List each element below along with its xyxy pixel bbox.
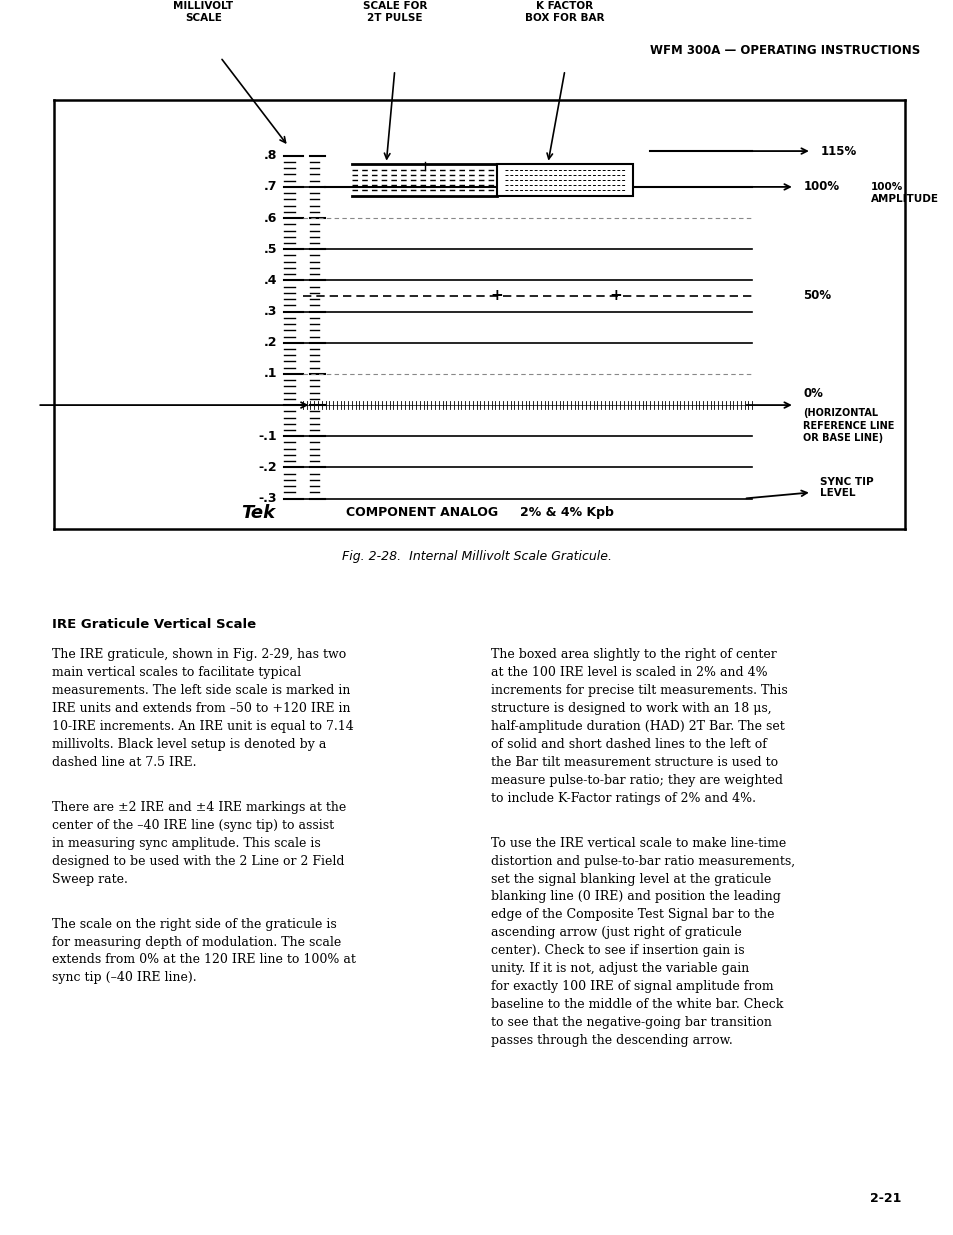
Text: dashed line at 7.5 IRE.: dashed line at 7.5 IRE.: [52, 756, 196, 769]
Text: Fig. 2-28.  Internal Millivolt Scale Graticule.: Fig. 2-28. Internal Millivolt Scale Grat…: [341, 550, 612, 563]
Text: +: +: [490, 289, 503, 304]
Text: -.1: -.1: [258, 430, 277, 443]
Text: to see that the negative-going bar transition: to see that the negative-going bar trans…: [491, 1016, 771, 1029]
Text: MILLIVOLT
SCALE: MILLIVOLT SCALE: [173, 1, 233, 23]
Text: Tek: Tek: [241, 504, 275, 521]
Text: in measuring sync amplitude. This scale is: in measuring sync amplitude. This scale …: [52, 837, 321, 850]
Text: IRE Graticule Vertical Scale: IRE Graticule Vertical Scale: [52, 618, 256, 631]
Text: at the 100 IRE level is scaled in 2% and 4%: at the 100 IRE level is scaled in 2% and…: [491, 667, 767, 679]
Text: 50%: 50%: [802, 289, 830, 303]
Text: extends from 0% at the 120 IRE line to 100% at: extends from 0% at the 120 IRE line to 1…: [52, 953, 356, 967]
Text: The IRE graticule, shown in Fig. 2-29, has two: The IRE graticule, shown in Fig. 2-29, h…: [52, 648, 346, 662]
Text: half-amplitude duration (HAD) 2T Bar. The set: half-amplitude duration (HAD) 2T Bar. Th…: [491, 720, 784, 734]
Text: for exactly 100 IRE of signal amplitude from: for exactly 100 IRE of signal amplitude …: [491, 981, 773, 993]
Text: sync tip (–40 IRE line).: sync tip (–40 IRE line).: [52, 972, 197, 984]
Text: There are ±2 IRE and ±4 IRE markings at the: There are ±2 IRE and ±4 IRE markings at …: [52, 802, 346, 814]
Bar: [497, 163, 633, 195]
Text: center of the –40 IRE line (sync tip) to assist: center of the –40 IRE line (sync tip) to…: [52, 819, 335, 832]
Text: 100%
AMPLITUDE: 100% AMPLITUDE: [870, 183, 939, 204]
Text: for measuring depth of modulation. The scale: for measuring depth of modulation. The s…: [52, 936, 341, 948]
Text: blanking line (0 IRE) and position the leading: blanking line (0 IRE) and position the l…: [491, 890, 781, 904]
Text: The scale on the right side of the graticule is: The scale on the right side of the grati…: [52, 918, 336, 931]
Text: ascending arrow (just right of graticule: ascending arrow (just right of graticule: [491, 926, 741, 940]
Text: SYNC TIP
LEVEL: SYNC TIP LEVEL: [820, 477, 873, 499]
Text: designed to be used with the 2 Line or 2 Field: designed to be used with the 2 Line or 2…: [52, 855, 345, 868]
Text: set the signal blanking level at the graticule: set the signal blanking level at the gra…: [491, 873, 771, 885]
Text: 0%: 0%: [802, 388, 822, 400]
Text: K FACTOR
BOX FOR BAR: K FACTOR BOX FOR BAR: [525, 1, 604, 23]
Text: measurements. The left side scale is marked in: measurements. The left side scale is mar…: [52, 684, 351, 698]
Text: to include K-Factor ratings of 2% and 4%.: to include K-Factor ratings of 2% and 4%…: [491, 792, 756, 805]
Text: WFM 300A — OPERATING INSTRUCTIONS: WFM 300A — OPERATING INSTRUCTIONS: [650, 44, 920, 58]
Text: unity. If it is not, adjust the variable gain: unity. If it is not, adjust the variable…: [491, 962, 749, 976]
Text: Sweep rate.: Sweep rate.: [52, 873, 129, 885]
Text: passes through the descending arrow.: passes through the descending arrow.: [491, 1034, 732, 1047]
Text: of solid and short dashed lines to the left of: of solid and short dashed lines to the l…: [491, 739, 766, 751]
Text: (HORIZONTAL
REFERENCE LINE
OR BASE LINE): (HORIZONTAL REFERENCE LINE OR BASE LINE): [802, 409, 894, 443]
Text: main vertical scales to facilitate typical: main vertical scales to facilitate typic…: [52, 667, 301, 679]
Text: -.3: -.3: [258, 492, 277, 505]
Text: the Bar tilt measurement structure is used to: the Bar tilt measurement structure is us…: [491, 756, 778, 769]
Text: -.2: -.2: [258, 461, 277, 474]
Text: 10-IRE increments. An IRE unit is equal to 7.14: 10-IRE increments. An IRE unit is equal …: [52, 720, 354, 734]
Text: edge of the Composite Test Signal bar to the: edge of the Composite Test Signal bar to…: [491, 909, 774, 921]
Text: .1: .1: [264, 368, 277, 380]
Text: +: +: [609, 289, 621, 304]
Text: structure is designed to work with an 18 μs,: structure is designed to work with an 18…: [491, 701, 771, 715]
Text: baseline to the middle of the white bar. Check: baseline to the middle of the white bar.…: [491, 998, 782, 1011]
Text: center). Check to see if insertion gain is: center). Check to see if insertion gain …: [491, 945, 744, 957]
Text: .7: .7: [264, 180, 277, 194]
Text: .8: .8: [264, 149, 277, 162]
Text: IRE units and extends from –50 to +120 IRE in: IRE units and extends from –50 to +120 I…: [52, 701, 351, 715]
Text: .5: .5: [264, 243, 277, 256]
Text: COMPONENT ANALOG     2% & 4% Kpb: COMPONENT ANALOG 2% & 4% Kpb: [346, 506, 613, 519]
Text: .6: .6: [264, 211, 277, 225]
Text: .2: .2: [264, 336, 277, 350]
Text: 2-21: 2-21: [869, 1192, 901, 1205]
Text: 100%: 100%: [802, 180, 839, 194]
Text: .3: .3: [264, 305, 277, 319]
Text: measure pulse-to-bar ratio; they are weighted: measure pulse-to-bar ratio; they are wei…: [491, 773, 782, 787]
Text: millivolts. Black level setup is denoted by a: millivolts. Black level setup is denoted…: [52, 739, 327, 751]
Text: To use the IRE vertical scale to make line-time: To use the IRE vertical scale to make li…: [491, 837, 785, 850]
Text: K FACTOR
SCALE FOR
2T PULSE: K FACTOR SCALE FOR 2T PULSE: [362, 0, 427, 23]
Text: 115%: 115%: [820, 144, 856, 158]
Text: The boxed area slightly to the right of center: The boxed area slightly to the right of …: [491, 648, 777, 662]
Text: distortion and pulse-to-bar ratio measurements,: distortion and pulse-to-bar ratio measur…: [491, 855, 795, 868]
Text: increments for precise tilt measurements. This: increments for precise tilt measurements…: [491, 684, 787, 698]
Text: .4: .4: [264, 274, 277, 287]
